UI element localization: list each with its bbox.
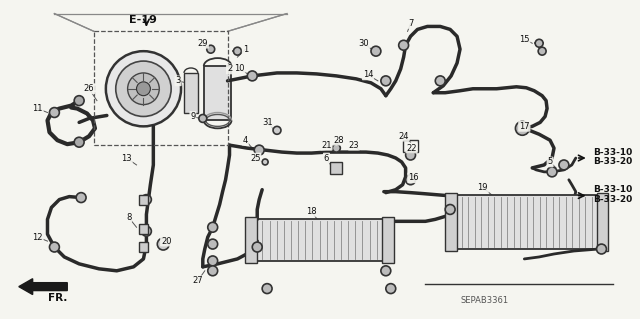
Circle shape (435, 76, 445, 86)
Circle shape (262, 284, 272, 293)
Bar (204, 66, 232, 121)
Text: 25: 25 (250, 153, 260, 162)
Circle shape (247, 71, 257, 81)
Circle shape (332, 144, 340, 152)
Text: 1: 1 (243, 45, 248, 54)
Text: 5: 5 (547, 158, 553, 167)
Text: 29: 29 (198, 39, 208, 48)
Circle shape (207, 45, 214, 53)
Circle shape (141, 226, 152, 236)
Circle shape (127, 73, 159, 105)
Circle shape (406, 150, 415, 160)
Text: FR.: FR. (48, 293, 67, 303)
Bar (138, 195, 148, 204)
Circle shape (49, 108, 60, 117)
Circle shape (141, 195, 152, 204)
Text: 22: 22 (406, 144, 417, 152)
Text: E-19: E-19 (129, 14, 157, 25)
Text: 9: 9 (190, 112, 196, 121)
Text: 26: 26 (84, 84, 94, 93)
Circle shape (547, 167, 557, 177)
FancyArrow shape (19, 279, 67, 294)
Bar (255, 219, 384, 261)
Text: 7: 7 (408, 19, 413, 28)
Circle shape (381, 266, 391, 276)
Bar (245, 217, 257, 263)
Circle shape (254, 145, 264, 155)
Circle shape (116, 61, 171, 116)
Circle shape (399, 40, 408, 50)
Circle shape (273, 126, 281, 134)
Circle shape (538, 47, 546, 55)
Bar (596, 193, 609, 251)
Bar (184, 73, 198, 113)
Circle shape (535, 39, 543, 47)
Circle shape (49, 242, 60, 252)
Circle shape (381, 76, 391, 86)
Text: SEPAB3361: SEPAB3361 (461, 296, 509, 305)
Text: 14: 14 (363, 70, 373, 79)
Text: 31: 31 (262, 118, 273, 127)
Circle shape (406, 175, 415, 185)
Bar (455, 195, 598, 249)
Text: 3: 3 (175, 76, 180, 85)
Bar (138, 242, 148, 252)
Circle shape (371, 46, 381, 56)
Bar (138, 224, 148, 234)
Circle shape (234, 47, 241, 55)
Circle shape (208, 266, 218, 276)
Circle shape (262, 159, 268, 165)
Bar (94, 31, 228, 145)
Text: 30: 30 (359, 39, 369, 48)
Circle shape (596, 244, 607, 254)
Circle shape (208, 222, 218, 232)
Circle shape (445, 204, 455, 214)
Text: 20: 20 (161, 237, 172, 246)
Text: 24: 24 (398, 132, 409, 141)
Circle shape (515, 122, 529, 135)
Circle shape (208, 239, 218, 249)
Text: B-33-20: B-33-20 (593, 195, 633, 204)
Circle shape (136, 82, 150, 96)
Text: 27: 27 (193, 276, 203, 285)
Text: 12: 12 (33, 233, 43, 242)
Circle shape (199, 115, 207, 122)
Circle shape (208, 256, 218, 266)
Bar (382, 217, 394, 263)
Text: 19: 19 (477, 183, 488, 192)
Circle shape (74, 96, 84, 106)
Text: 8: 8 (126, 213, 131, 222)
Bar (445, 193, 457, 251)
Text: 6: 6 (324, 153, 329, 162)
Circle shape (386, 284, 396, 293)
Text: 4: 4 (243, 136, 248, 145)
Circle shape (559, 160, 569, 170)
Text: B-33-10: B-33-10 (593, 148, 633, 157)
Circle shape (157, 238, 169, 250)
Text: 15: 15 (519, 35, 529, 44)
Text: 28: 28 (333, 136, 344, 145)
Circle shape (252, 242, 262, 252)
Text: 10: 10 (234, 64, 244, 73)
Text: 17: 17 (519, 122, 530, 131)
Circle shape (106, 51, 181, 126)
Text: 16: 16 (408, 173, 419, 182)
Circle shape (332, 163, 341, 173)
Circle shape (74, 137, 84, 147)
Circle shape (76, 193, 86, 203)
Text: B-33-20: B-33-20 (593, 158, 633, 167)
Bar (330, 162, 342, 174)
Bar (403, 140, 419, 152)
Text: 23: 23 (349, 141, 360, 150)
Text: 18: 18 (307, 207, 317, 216)
Text: 21: 21 (321, 141, 332, 150)
Text: 2: 2 (227, 64, 232, 73)
Text: 13: 13 (122, 153, 132, 162)
Text: 11: 11 (33, 104, 43, 113)
Text: B-33-10: B-33-10 (593, 185, 633, 194)
